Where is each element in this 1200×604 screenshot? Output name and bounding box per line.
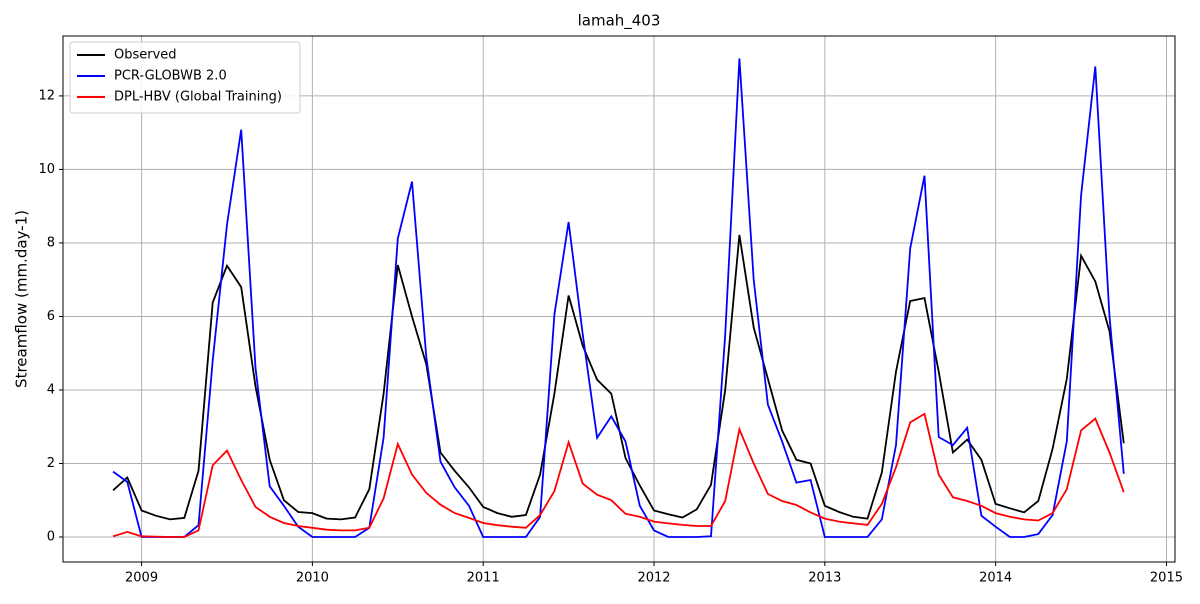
- line-series: [112, 58, 1125, 538]
- y-tick-label: 0: [47, 530, 55, 545]
- plot-frame: [62, 35, 1176, 563]
- y-tick-label: 10: [38, 162, 55, 177]
- y-axis-label: Streamflow (mm.day-1): [13, 210, 31, 388]
- legend-label: Observed: [114, 48, 177, 63]
- x-tick-label: 2009: [125, 571, 158, 586]
- y-tick-label: 4: [47, 382, 55, 397]
- line-series: [112, 412, 1125, 538]
- x-tick-label: 2012: [637, 571, 670, 586]
- x-tick-label: 2011: [467, 571, 500, 586]
- legend-box: [69, 41, 301, 114]
- x-tick-label: 2014: [979, 571, 1012, 586]
- legend: Observed PCR-GLOBWB 2.0 DPL-HBV (Global Tr…: [69, 41, 301, 114]
- legend-label: PCR-GLOBWB 2.0: [114, 69, 227, 84]
- line-series: [112, 234, 1125, 521]
- legend-label: DPL-HBV (Global Training): [114, 90, 282, 105]
- x-tick-label: 2015: [1150, 571, 1183, 586]
- x-tick-label: 2013: [808, 571, 841, 586]
- chart-title: lamah_403: [578, 12, 661, 31]
- x-tick-label: 2010: [296, 571, 329, 586]
- y-tick-label: 6: [47, 309, 55, 324]
- y-tick-label: 2: [47, 456, 55, 471]
- y-tick-label: 8: [47, 235, 55, 250]
- y-tick-label: 12: [38, 88, 55, 103]
